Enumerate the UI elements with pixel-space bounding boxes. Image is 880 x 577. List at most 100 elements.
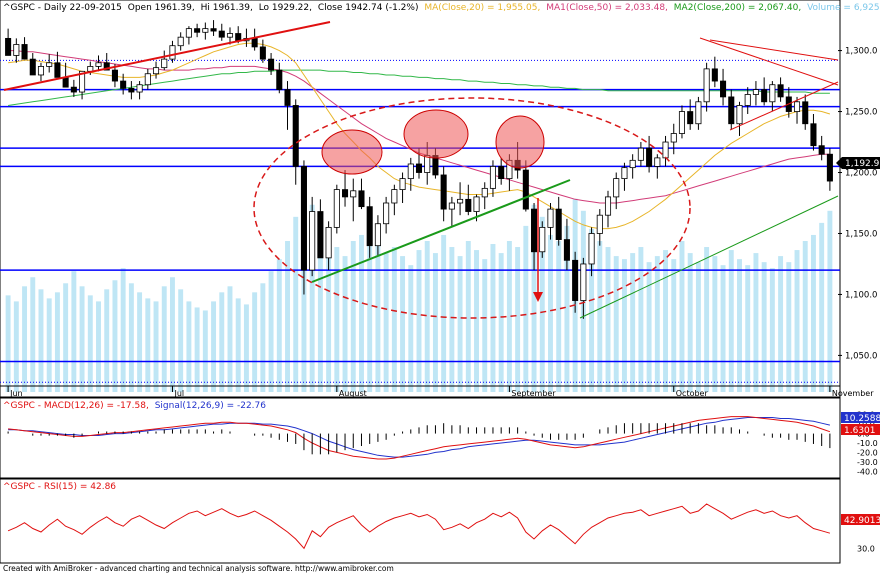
time-tick-label: August bbox=[339, 389, 367, 398]
candle-up bbox=[87, 66, 94, 72]
volume-bars bbox=[5, 174, 833, 392]
volume-bar bbox=[605, 247, 611, 392]
macd-panel-frame bbox=[0, 397, 841, 479]
candle-up bbox=[670, 133, 677, 143]
candle-down bbox=[826, 153, 833, 182]
candle-up bbox=[37, 66, 45, 76]
volume-bar bbox=[219, 292, 225, 392]
volume-bar bbox=[630, 253, 636, 392]
header-symbol: ^GSPC - Daily 22-09-2015 bbox=[3, 3, 122, 13]
price-tick-label: 1,100.0 bbox=[845, 290, 877, 300]
volume-bar bbox=[441, 234, 447, 392]
last-price-badge: 1,192.98 bbox=[836, 157, 880, 169]
volume-bar bbox=[786, 262, 792, 392]
volume-bar bbox=[375, 241, 381, 392]
time-tick-label: November bbox=[832, 389, 874, 398]
volume-bar bbox=[597, 241, 603, 392]
candle-down bbox=[818, 145, 825, 155]
volume-bar bbox=[227, 286, 233, 392]
candle-down bbox=[358, 190, 365, 208]
header-high: Hi 1961.39, bbox=[201, 3, 253, 13]
rsi-tick-label: 30.0 bbox=[857, 544, 875, 553]
candle-down bbox=[128, 87, 135, 93]
candle-up bbox=[654, 157, 661, 167]
volume-bar bbox=[235, 298, 241, 392]
volume-bar bbox=[202, 310, 208, 392]
candle-down bbox=[276, 69, 283, 91]
header-ma20: MA(Close,20) = 1,955.05, bbox=[424, 3, 540, 13]
volume-bar bbox=[679, 241, 685, 392]
time-tick-label: September bbox=[511, 389, 556, 398]
candle-down bbox=[810, 123, 817, 147]
candle-down bbox=[366, 206, 373, 247]
volume-bar bbox=[22, 286, 28, 392]
volume-bar bbox=[112, 280, 118, 392]
volume-bar bbox=[367, 225, 373, 392]
volume-bar bbox=[654, 256, 660, 392]
candle-down bbox=[711, 68, 718, 82]
rsi-panel-frame bbox=[0, 478, 841, 564]
volume-bar bbox=[737, 259, 742, 392]
volume-bar bbox=[712, 256, 718, 392]
candle-up bbox=[333, 189, 340, 228]
header-close: Close 1942.74 (-1.2%) bbox=[318, 3, 419, 13]
volume-bar bbox=[260, 283, 266, 392]
volume-bar bbox=[96, 301, 101, 392]
macd-tick-label: -10.0 bbox=[857, 439, 878, 448]
left-shoulder-circle bbox=[321, 129, 383, 175]
head-circle bbox=[403, 109, 469, 159]
price-tick-label: 1,150.0 bbox=[845, 229, 877, 239]
candle-up bbox=[407, 163, 414, 180]
price-tick-label: 1,200.0 bbox=[845, 169, 877, 179]
volume-bar bbox=[285, 241, 290, 392]
candle-up bbox=[177, 36, 184, 47]
volume-bar bbox=[621, 259, 627, 392]
candle-up bbox=[325, 226, 332, 259]
volume-bar bbox=[383, 253, 389, 392]
volume-bar bbox=[170, 277, 175, 392]
volume-bar bbox=[498, 253, 504, 392]
candle-up bbox=[662, 141, 669, 159]
candle-up bbox=[629, 159, 636, 169]
candle-down bbox=[415, 163, 423, 173]
candle-up bbox=[604, 196, 612, 216]
candle-up bbox=[202, 28, 209, 33]
volume-bar bbox=[449, 247, 455, 392]
macd-tick-label: -30.0 bbox=[857, 458, 878, 467]
volume-bar bbox=[309, 204, 315, 392]
volume-bar bbox=[186, 301, 192, 392]
candle-up bbox=[547, 208, 554, 228]
volume-bar bbox=[827, 210, 833, 392]
pattern-ellipse bbox=[253, 97, 691, 319]
volume-bar bbox=[638, 247, 644, 392]
candle-down bbox=[342, 189, 349, 198]
candle-down bbox=[29, 58, 36, 76]
volume-bar bbox=[424, 241, 430, 392]
candle-down bbox=[555, 208, 562, 240]
volume-bar bbox=[334, 247, 340, 392]
volume-bar bbox=[400, 256, 406, 392]
candle-down bbox=[284, 89, 291, 106]
volume-bar bbox=[523, 225, 529, 392]
trendline-red-wedge bbox=[729, 81, 839, 131]
price-tick-label: 1,300.0 bbox=[845, 47, 877, 57]
volume-bar bbox=[30, 277, 36, 392]
trendline-green-long bbox=[579, 195, 839, 319]
candle-up bbox=[13, 44, 20, 56]
candle-up bbox=[637, 147, 644, 161]
macd-tick-label: -40.0 bbox=[857, 467, 878, 476]
volume-bar bbox=[687, 253, 693, 392]
candle-up bbox=[144, 73, 151, 86]
candle-up bbox=[424, 155, 431, 173]
candle-down bbox=[300, 166, 307, 271]
right-shoulder-circle bbox=[495, 115, 545, 169]
macd-signal-badge-text: 10.2588 bbox=[844, 414, 880, 424]
trendline-red-upper bbox=[3, 21, 331, 91]
header-line: ^GSPC - Daily 22-09-2015 Open 1961.39, H… bbox=[3, 3, 880, 13]
volume-bar bbox=[769, 268, 775, 392]
time-tick-label: Jun bbox=[9, 389, 22, 398]
candle-down bbox=[103, 62, 110, 71]
candle-down bbox=[720, 80, 727, 98]
volume-bar bbox=[728, 250, 734, 392]
volume-bar bbox=[794, 250, 800, 392]
